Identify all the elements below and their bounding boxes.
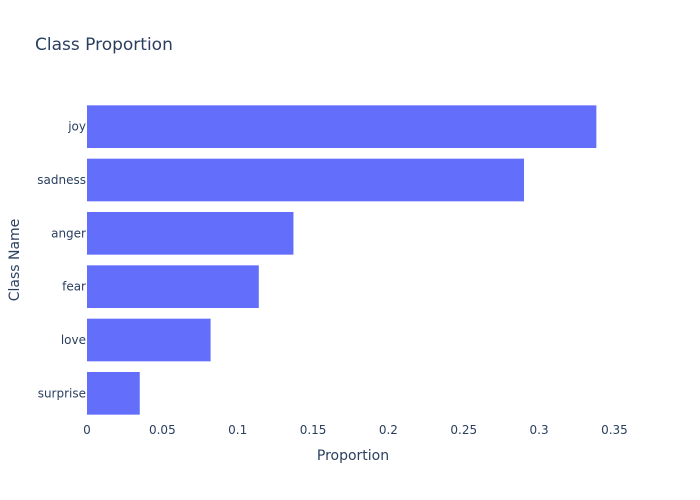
x-tick-label: 0.25 bbox=[450, 423, 477, 437]
bar-joy[interactable] bbox=[87, 105, 597, 148]
bar-love[interactable] bbox=[87, 318, 211, 362]
x-tick-label: 0.2 bbox=[379, 423, 398, 437]
x-tick-label: 0.3 bbox=[530, 423, 549, 437]
x-tick-label: 0.35 bbox=[601, 423, 628, 437]
y-tick-labels: joy sadness anger fear love surprise bbox=[37, 120, 86, 401]
bars-layer bbox=[87, 105, 597, 415]
x-axis-title: Proportion bbox=[317, 448, 389, 464]
y-tick-label-joy: joy bbox=[67, 120, 86, 134]
y-tick-label-surprise: surprise bbox=[38, 386, 86, 400]
x-tick-label: 0 bbox=[83, 423, 91, 437]
bar-sadness[interactable] bbox=[87, 158, 525, 202]
bar-fear[interactable] bbox=[87, 265, 259, 308]
x-tick-labels: 0 0.05 0.1 0.15 0.2 0.25 0.3 0.35 bbox=[83, 423, 628, 437]
y-tick-label-fear: fear bbox=[62, 280, 86, 294]
bar-surprise[interactable] bbox=[87, 372, 140, 415]
chart-title: Class Proportion bbox=[35, 35, 173, 55]
x-tick-label: 0.1 bbox=[228, 423, 247, 437]
y-tick-label-love: love bbox=[61, 333, 86, 347]
y-tick-label-anger: anger bbox=[51, 226, 86, 240]
bar-anger[interactable] bbox=[87, 212, 294, 255]
x-tick-label: 0.05 bbox=[149, 423, 176, 437]
x-tick-label: 0.15 bbox=[300, 423, 327, 437]
y-axis-title: Class Name bbox=[7, 219, 23, 302]
y-tick-label-sadness: sadness bbox=[37, 173, 86, 187]
